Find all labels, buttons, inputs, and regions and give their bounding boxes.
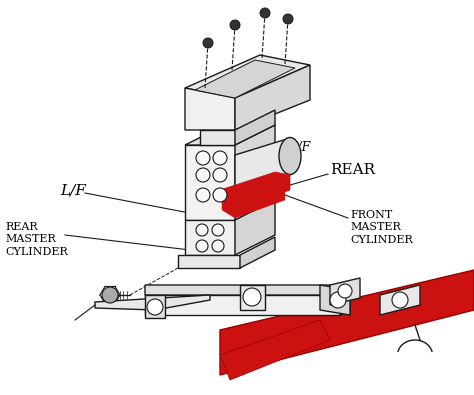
- Circle shape: [196, 168, 210, 182]
- Circle shape: [203, 38, 213, 48]
- Circle shape: [147, 299, 163, 315]
- Circle shape: [213, 168, 227, 182]
- Polygon shape: [240, 285, 265, 310]
- Polygon shape: [145, 295, 165, 318]
- Circle shape: [196, 240, 208, 252]
- Polygon shape: [320, 285, 350, 315]
- Text: REAR
MASTER
CYLINDER: REAR MASTER CYLINDER: [5, 222, 68, 257]
- Polygon shape: [220, 320, 330, 380]
- Polygon shape: [235, 65, 310, 130]
- Polygon shape: [185, 125, 275, 145]
- Polygon shape: [235, 125, 275, 220]
- Circle shape: [330, 292, 346, 308]
- Circle shape: [260, 8, 270, 18]
- Polygon shape: [145, 285, 340, 295]
- Polygon shape: [330, 278, 360, 305]
- Text: REAR: REAR: [330, 163, 375, 177]
- Circle shape: [212, 240, 224, 252]
- Polygon shape: [95, 295, 210, 310]
- Polygon shape: [240, 237, 275, 268]
- Circle shape: [283, 14, 293, 24]
- Polygon shape: [195, 60, 295, 98]
- Circle shape: [213, 188, 227, 202]
- Polygon shape: [220, 172, 290, 210]
- Text: R/F: R/F: [288, 141, 310, 154]
- Polygon shape: [335, 285, 350, 315]
- Circle shape: [196, 224, 208, 236]
- Text: FRONT
MASTER
CYLINDER: FRONT MASTER CYLINDER: [350, 210, 413, 245]
- Circle shape: [392, 292, 408, 308]
- Polygon shape: [222, 175, 285, 218]
- Polygon shape: [185, 88, 235, 130]
- Polygon shape: [145, 295, 340, 315]
- Circle shape: [243, 288, 261, 306]
- Circle shape: [213, 151, 227, 165]
- Polygon shape: [200, 130, 235, 145]
- Polygon shape: [185, 145, 235, 220]
- Polygon shape: [185, 220, 235, 255]
- Polygon shape: [185, 55, 310, 98]
- Polygon shape: [235, 110, 275, 145]
- Polygon shape: [220, 270, 474, 375]
- Circle shape: [338, 284, 352, 298]
- Polygon shape: [380, 285, 420, 315]
- Polygon shape: [235, 138, 290, 192]
- Ellipse shape: [279, 137, 301, 175]
- Circle shape: [230, 20, 240, 30]
- Circle shape: [102, 287, 118, 303]
- Text: L/F: L/F: [60, 183, 86, 197]
- Polygon shape: [178, 255, 240, 268]
- Polygon shape: [235, 200, 275, 255]
- Circle shape: [212, 224, 224, 236]
- Circle shape: [196, 151, 210, 165]
- Circle shape: [196, 188, 210, 202]
